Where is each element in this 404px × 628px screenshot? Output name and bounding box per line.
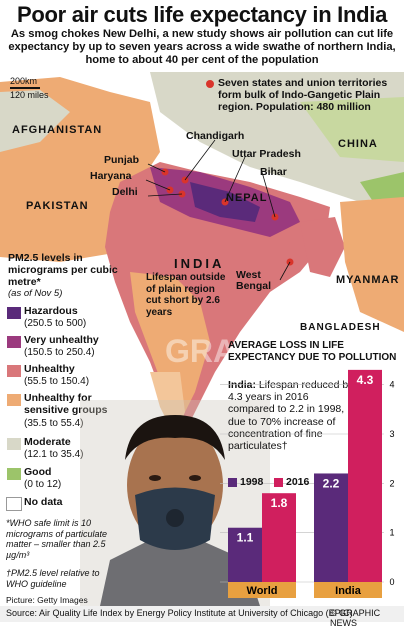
place-chandigarh: Chandigarh: [186, 130, 245, 142]
legend-item-range: (12.1 to 35.4): [24, 449, 84, 460]
map-graphic: GRAPHIC NEWS: [0, 72, 404, 610]
lifespan-note: Lifespan outside of plain region cut sho…: [146, 272, 226, 318]
bar-india-1998: [314, 473, 348, 582]
legend-item-name: Very unhealthy: [24, 334, 99, 346]
legend-1998: 1998: [228, 476, 270, 490]
source-bar: Source: Air Quality Life Index by Energy…: [0, 606, 404, 628]
chart-note: India: Lifespan reduced by 4.3 years in …: [228, 379, 356, 452]
value-label-world-2016: 1.8: [271, 496, 288, 510]
country-bangladesh: BANGLADESH: [300, 322, 381, 333]
country-india: INDIA: [174, 256, 225, 271]
chart-note-body: Lifespan reduced by 4.3 years in 2016 co…: [228, 379, 354, 453]
source-text: Source: Air Quality Life Index by Energy…: [6, 608, 353, 618]
y-tick-label: 1: [389, 528, 394, 538]
legend-swatch: [6, 393, 22, 407]
bar-india-2016: [348, 369, 382, 582]
legend-title: PM2.5 levels in micrograms per cubic met…: [8, 252, 118, 288]
states-note: Seven states and union territories form …: [206, 77, 398, 113]
legend-item-name: Moderate: [24, 436, 71, 448]
legend-swatch-2016: [274, 478, 283, 487]
country-china: CHINA: [338, 138, 378, 150]
legend-item-range: (0 to 12): [24, 479, 62, 490]
chart-title: AVERAGE LOSS IN LIFE EXPECTANCY DUE TO P…: [228, 340, 397, 363]
category-plate-india: [314, 582, 382, 598]
category-plate-world: [228, 582, 296, 598]
legend-swatch: [6, 335, 22, 349]
country-nepal: NEPAL: [226, 192, 268, 204]
legend-item-name: Good: [24, 466, 52, 478]
who-note: *WHO safe limit is 10 micrograms of part…: [6, 518, 108, 560]
category-label-india: India: [335, 585, 362, 597]
pm-note: †PM2.5 level relative to WHO guideline: [6, 568, 100, 589]
y-tick-label: 0: [389, 577, 394, 587]
country-myanmar: MYANMAR: [336, 274, 400, 286]
life-loss-chart: 0 1 2 3 4 1.1 1.8 World 2.2 4.3 India: [220, 369, 395, 598]
legend-item-range: (250.5 to 500): [24, 318, 87, 329]
scale-bar: [10, 87, 40, 89]
legend-swatch-1998: [228, 478, 237, 487]
country-afghanistan: AFGHANISTAN: [12, 124, 103, 136]
value-label-world-1998: 1.1: [237, 531, 254, 545]
place-west-bengal: West Bengal: [236, 269, 272, 292]
y-tick-label: 4: [389, 380, 394, 390]
place-bihar: Bihar: [260, 166, 287, 178]
legend-swatch: [6, 364, 22, 378]
y-tick-label: 2: [389, 478, 394, 488]
legend-swatch: [6, 497, 22, 511]
chart-note-heading: India:: [228, 379, 256, 391]
value-label-india-1998: 2.2: [323, 476, 340, 490]
source-credit: © GRAPHIC NEWS: [330, 608, 381, 628]
bar-world-2016: [262, 493, 296, 582]
place-delhi: Delhi: [112, 186, 138, 198]
legend-subtitle: (as of Nov 5): [8, 288, 63, 299]
legend-item-name: Hazardous: [24, 305, 78, 317]
region-dot-icon: [206, 80, 214, 88]
legend-label-2016: 2016: [286, 476, 310, 488]
legend-item-name: No data: [24, 496, 63, 508]
legend-swatch: [6, 437, 22, 451]
legend-item-name: Unhealthy: [24, 363, 75, 375]
subtitle: As smog chokes New Delhi, a new study sh…: [8, 28, 396, 66]
states-note-text: Seven states and union territories form …: [218, 77, 388, 113]
scale-miles: 120 miles: [10, 90, 49, 100]
legend-swatch: [6, 467, 22, 481]
legend-swatch: [6, 306, 22, 320]
value-label-india-2016: 4.3: [357, 373, 374, 387]
category-label-world: World: [247, 585, 278, 597]
legend-item-range: (55.5 to 150.4): [24, 376, 90, 387]
place-punjab: Punjab: [104, 154, 140, 166]
legend-label-1998: 1998: [240, 476, 264, 488]
place-haryana: Haryana: [90, 170, 132, 182]
map-scale: 200km 120 miles: [10, 76, 49, 100]
legend-item-range: (35.5 to 55.4): [24, 418, 84, 429]
legend-2016: 2016: [274, 476, 316, 490]
legend-item-name: Unhealthy for sensitive groups: [24, 392, 108, 416]
pollution-map: GRAPHIC NEWS: [0, 72, 404, 610]
picture-credit: Picture: Getty Images: [6, 595, 88, 605]
place-uttar-pradesh: Uttar Pradesh: [232, 148, 301, 160]
bar-world-1998: [228, 527, 262, 582]
legend-item-range: (150.5 to 250.4): [24, 347, 95, 358]
page-title: Poor air cuts life expectancy in India: [16, 2, 388, 27]
y-tick-label: 3: [389, 429, 394, 439]
country-pakistan: PAKISTAN: [26, 200, 89, 212]
watermark: GRAPHIC NEWS: [165, 333, 404, 369]
scale-km: 200km: [10, 76, 38, 86]
